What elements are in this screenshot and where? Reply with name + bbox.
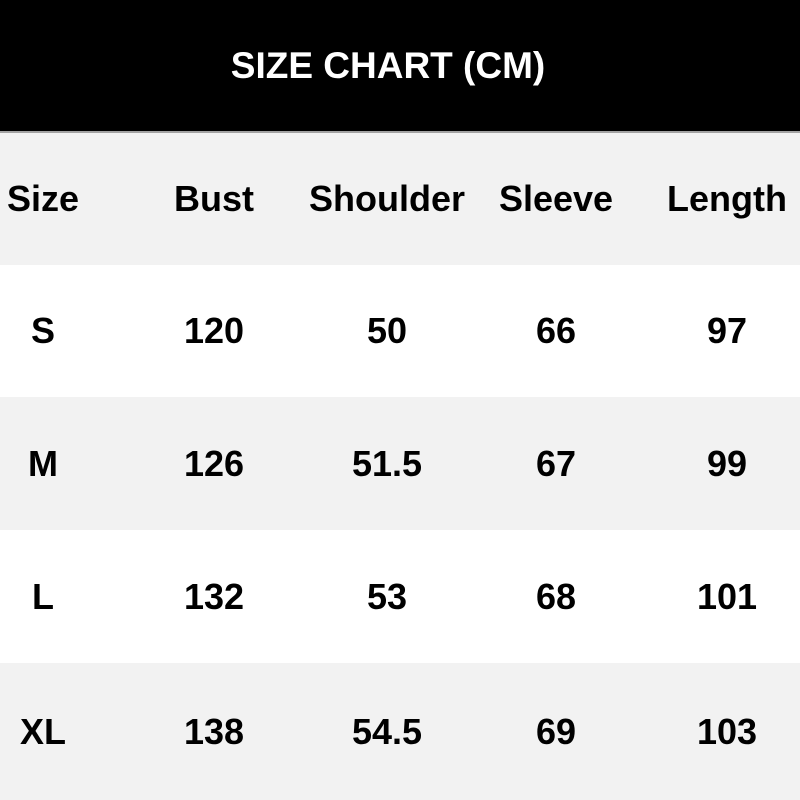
cell-size-label: L — [32, 575, 54, 617]
cell-shoulder: 50 — [366, 310, 408, 351]
cell-length: 99 — [706, 442, 748, 484]
cell-size-label: XL — [19, 710, 66, 752]
cell-length: 97 — [706, 310, 748, 351]
cell-sleeve: 69 — [535, 710, 577, 752]
cell-sleeve: 68 — [535, 575, 577, 617]
cell-bust: 132 — [183, 575, 245, 617]
table-row: M 126 51.5 67 99 — [0, 397, 800, 530]
size-chart-title: SIZE CHART (CM) — [230, 44, 546, 86]
size-chart-banner: SIZE CHART (CM) — [0, 0, 800, 133]
cell-shoulder: 51.5 — [351, 442, 423, 484]
cell-length: 101 — [696, 575, 758, 617]
table-row: L 132 53 68 101 — [0, 530, 800, 663]
table-row: S 120 50 66 97 — [0, 265, 800, 397]
cell-length: 103 — [696, 710, 758, 752]
cell-bust: 120 — [183, 310, 245, 351]
header-cell-shoulder: Shoulder — [309, 178, 466, 219]
cell-sleeve: 66 — [535, 310, 577, 351]
cell-bust: 138 — [183, 710, 245, 752]
cell-shoulder: 54.5 — [351, 710, 423, 752]
table-row: XL 138 54.5 69 103 — [0, 663, 800, 800]
cell-sleeve: 67 — [535, 442, 577, 484]
cell-size-label: M — [28, 442, 58, 484]
cell-bust: 126 — [183, 442, 245, 484]
header-cell-size: Size — [6, 178, 80, 219]
cell-size-label: S — [30, 310, 55, 351]
table-header-row: Size Bust Shoulder Sleeve Length — [0, 133, 800, 265]
cell-shoulder: 53 — [366, 575, 408, 617]
header-cell-sleeve: Sleeve — [498, 178, 614, 219]
header-cell-bust: Bust — [174, 178, 254, 219]
header-cell-length: Length — [667, 178, 787, 219]
